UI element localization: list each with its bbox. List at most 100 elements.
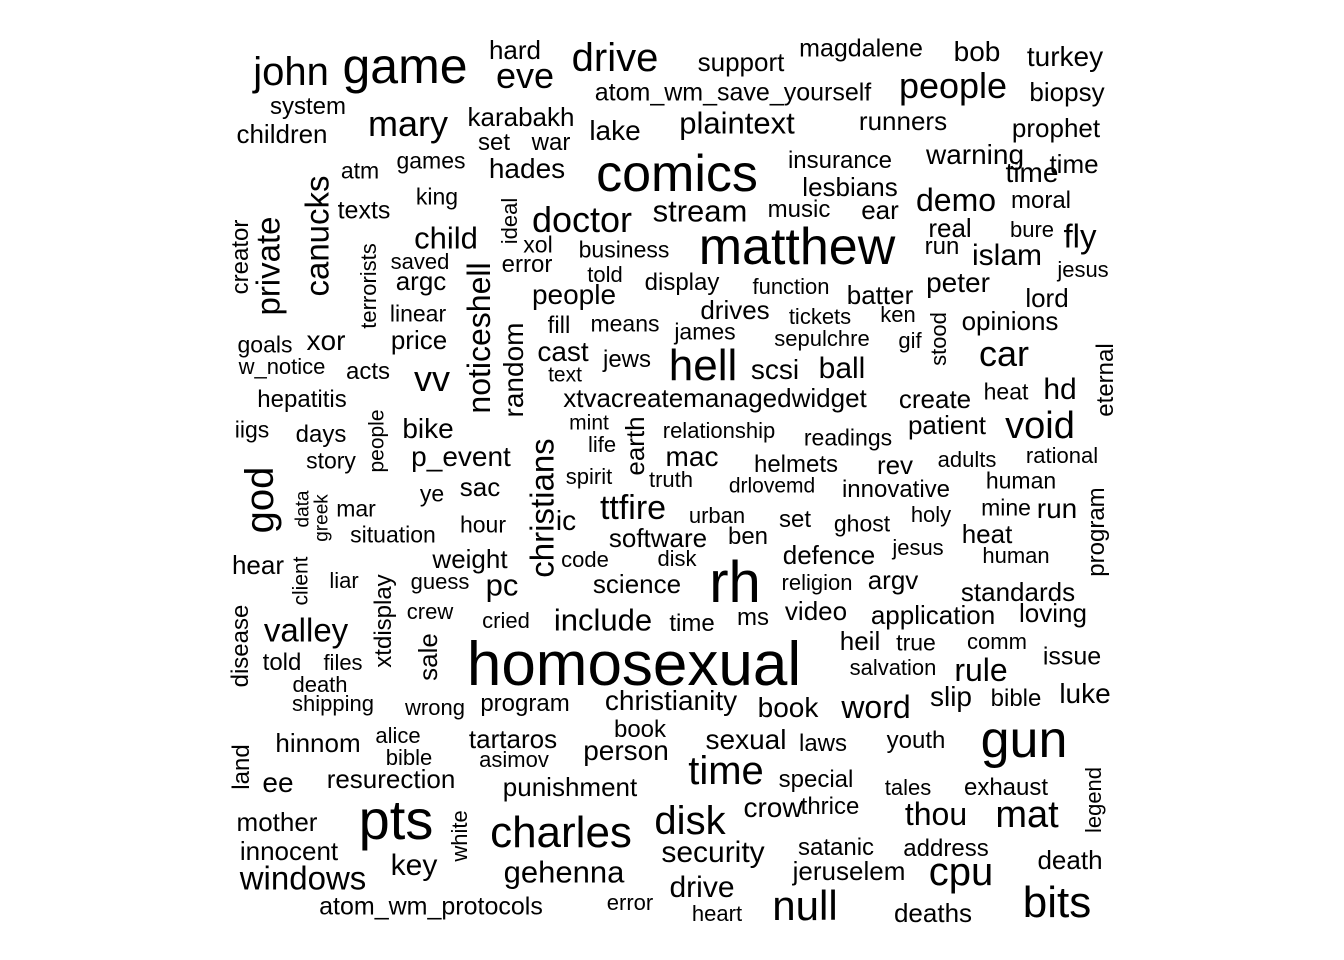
word-hades: hades [488,153,566,184]
word-liar: liar [329,568,359,593]
word-tales: tales [884,775,932,800]
word-mint: mint [569,411,609,435]
word-program: program [480,690,570,717]
word-xtdisplay: xtdisplay [370,574,397,668]
word-person: person [583,735,669,766]
word-mat: mat [995,794,1059,836]
word-life: life [587,432,617,457]
word-death: death [1037,845,1103,875]
word-drive: drive [669,871,735,904]
word-ic: ic [555,505,577,536]
word-argv: argv [867,565,919,595]
word-system: system [269,93,347,120]
word-terrorists: terrorists [356,243,381,329]
word-thou: thou [904,796,968,832]
word-special: special [778,766,854,793]
word-drives: drives [700,295,770,325]
word-salvation: salvation [849,655,937,680]
word-human: human [985,467,1057,494]
word-goals: goals [237,331,293,358]
word-atom-wm-save-yourself: atom_wm_save_yourself [594,78,872,107]
word-eternal: eternal [1092,343,1119,417]
word-hard: hard [488,35,542,65]
word-time: time [688,749,764,793]
word-linear: linear [389,300,447,327]
word-text: text [548,363,582,387]
word-null: null [772,882,838,929]
word-p-event: p_event [411,441,511,472]
word-jesus: jesus [892,535,944,560]
word-land: land [228,744,255,790]
word-pts: pts [358,788,434,851]
word-hour: hour [459,511,507,538]
word-truth: truth [648,467,694,492]
word-children: children [236,119,328,149]
word-homosexual: homosexual [466,630,802,699]
word-true: true [896,629,936,656]
word-white: white [447,810,472,862]
word-crow: crow [743,792,803,823]
word-patient: patient [907,410,987,440]
word-turkey: turkey [1026,41,1104,72]
word-people: people [365,409,389,473]
word-lord: lord [1025,283,1069,313]
word-disk: disk [654,799,726,843]
word-crew: crew [406,599,454,624]
word-files: files [323,650,363,675]
word-christians: christians [523,438,561,578]
word-bob: bob [953,36,1001,67]
word-readings: readings [803,424,893,451]
word-ttfire: ttfire [599,489,667,527]
word-sale: sale [413,633,443,681]
word-tartaros: tartaros [468,724,558,754]
word-hd: hd [1043,373,1077,406]
word-guess: guess [410,569,470,594]
word-comm: comm [967,629,1027,654]
word-iigs: iigs [234,416,270,443]
word-science: science [592,569,682,599]
word-spirit: spirit [565,464,613,489]
word-innocent: innocent [239,836,339,866]
word-urban: urban [688,503,746,528]
word-bits: bits [1022,878,1092,927]
word-jesus: jesus [1057,257,1109,282]
word-helmets: helmets [753,451,839,478]
word-wrong: wrong [405,695,465,720]
word-issue: issue [1042,642,1102,671]
word-scsi: scsi [750,354,800,385]
word-war: war [531,129,571,156]
word-eve: eve [495,55,555,96]
word-ball: ball [818,352,866,385]
word-data: data [292,490,314,528]
word-magdalene: magdalene [799,34,923,63]
word-relationship: relationship [662,418,776,443]
word-shipping: shipping [292,691,374,716]
word-valley: valley [263,611,349,649]
word-rational: rational [1025,443,1099,468]
word-software: software [608,523,708,553]
word-matthew: matthew [698,218,896,276]
word-ms: ms [737,604,769,631]
word-defence: defence [782,540,876,570]
word-atm: atm [340,157,380,184]
word-deaths: deaths [893,898,973,928]
word-xtvacreatemanagedwidget: xtvacreatemanagedwidget [563,383,867,413]
word-mother: mother [236,807,318,837]
word-hinnom: hinnom [275,728,361,758]
word-display: display [644,269,720,296]
word-xor: xor [306,325,346,356]
word-application: application [870,600,996,630]
word-bike: bike [402,413,454,444]
word-hell: hell [668,341,738,390]
word-xol: xol [523,231,553,258]
word-situation: situation [350,521,436,548]
word-security: security [661,836,765,869]
word-drlovemd: drlovemd [728,474,816,498]
word-set: set [778,506,812,533]
word-runners: runners [858,106,948,136]
word-people: people [898,65,1008,106]
word-innovative: innovative [841,476,951,503]
word-address: address [903,835,989,862]
word-key: key [390,849,438,882]
